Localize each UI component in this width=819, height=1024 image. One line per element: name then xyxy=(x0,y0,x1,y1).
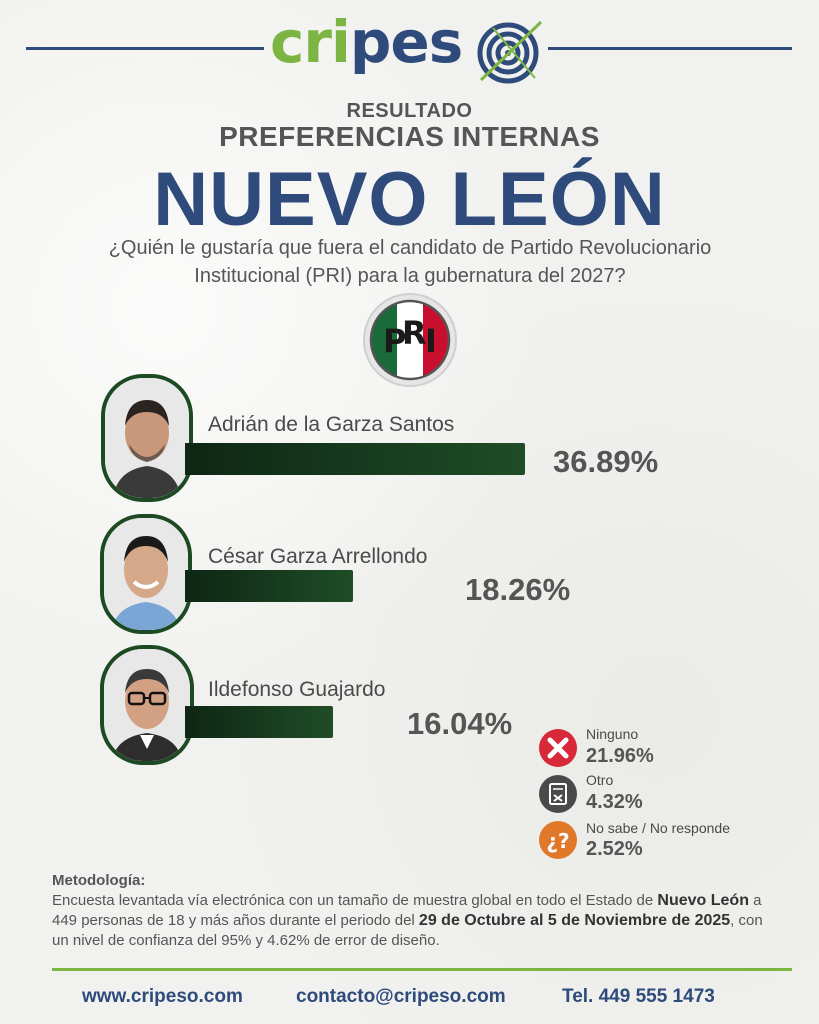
header-line-right xyxy=(548,47,792,50)
other-pct-nosabe: 2.52% xyxy=(586,838,643,860)
person-portrait-icon xyxy=(105,378,189,498)
label-resultado: RESULTADO xyxy=(346,100,473,122)
bar-ildefonso xyxy=(185,706,333,738)
target-icon xyxy=(477,20,543,84)
methodology-text: Encuesta levantada vía electrónica con u… xyxy=(52,891,772,951)
other-label-nosabe: No sabe / No responde xyxy=(586,820,730,836)
svg-text:¿?: ¿? xyxy=(546,829,569,853)
footer-website[interactable]: www.cripeso.com xyxy=(82,986,243,1007)
methodology-text-2: a 449 personas de 18 y más años durante … xyxy=(52,892,762,929)
pct-label-1: 36.89% xyxy=(553,444,659,479)
logo-wordmark: cripes xyxy=(270,10,550,74)
methodology-title: Metodología: xyxy=(52,872,146,889)
pri-letter-r: R xyxy=(402,314,427,352)
person-portrait-icon xyxy=(104,518,188,630)
avatar-ildefonso xyxy=(100,645,194,765)
candidate-name-2: César Garza Arrellondo xyxy=(208,545,428,568)
candidate-name-1: Adrián de la Garza Santos xyxy=(208,413,455,436)
question-icon: ¿? xyxy=(539,821,577,859)
avatar-adrian xyxy=(101,374,193,502)
other-label-otro: Otro xyxy=(586,772,614,788)
survey-question: ¿Quién le gustaría que fuera el candidat… xyxy=(108,237,712,287)
methodology-text-1: Encuesta levantada vía electrónica con u… xyxy=(52,892,658,909)
footer-phone[interactable]: Tel. 449 555 1473 xyxy=(562,986,715,1007)
pri-logo-icon: P R I xyxy=(363,293,457,387)
footer-divider xyxy=(52,968,792,971)
subtitle: PREFERENCIAS INTERNAS xyxy=(219,121,600,152)
state-title: NUEVO LEÓN xyxy=(153,157,666,242)
other-pct-otro: 4.32% xyxy=(586,791,643,813)
methodology-bold-state: Nuevo León xyxy=(657,892,749,909)
candidate-name-3: Ildefonso Guajardo xyxy=(208,678,386,701)
x-mark-icon xyxy=(539,729,577,767)
avatar-cesar xyxy=(100,514,192,634)
methodology-bold-dates: 29 de Octubre al 5 de Noviembre de 2025 xyxy=(418,912,731,929)
logo-text-blue: pes xyxy=(349,8,463,76)
cripeso-logo: cripes xyxy=(270,10,550,90)
pct-label-3: 16.04% xyxy=(407,706,513,741)
other-pct-ninguno: 21.96% xyxy=(586,745,654,767)
bar-cesar xyxy=(185,570,354,602)
other-label-ninguno: Ninguno xyxy=(586,726,639,742)
pct-label-2: 18.26% xyxy=(465,572,571,607)
logo-text-green: cri xyxy=(270,8,351,76)
bar-adrian xyxy=(185,443,525,475)
methodology-text-3: , con un nivel de confianza del 95% y 4.… xyxy=(52,912,763,949)
ballot-icon xyxy=(539,775,577,813)
pri-letter-p: P xyxy=(383,322,406,360)
pri-letter-i: I xyxy=(425,322,437,360)
header-line-left xyxy=(26,47,264,50)
footer-email[interactable]: contacto@cripeso.com xyxy=(296,986,506,1007)
person-portrait-icon xyxy=(104,649,190,761)
